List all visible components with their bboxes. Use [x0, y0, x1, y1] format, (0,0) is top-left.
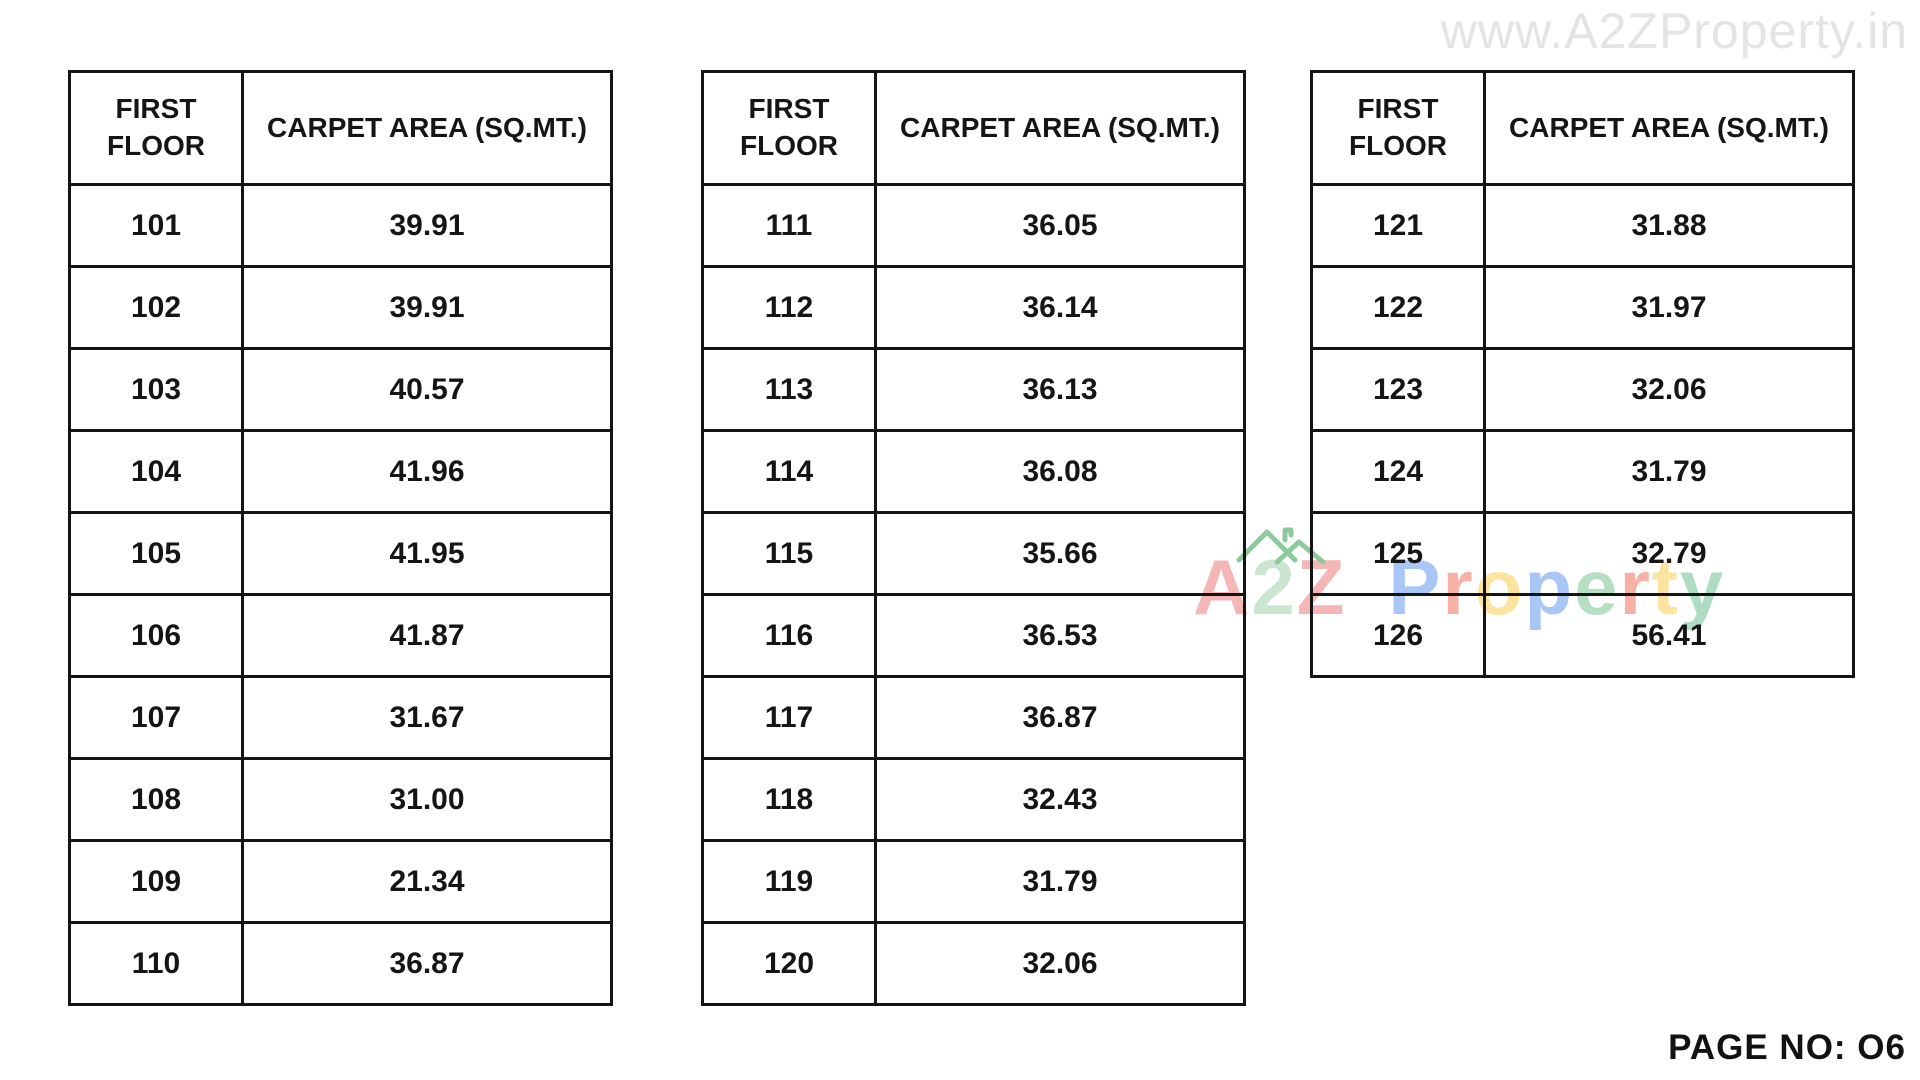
area-cell: 36.14 — [874, 265, 1246, 350]
unit-cell: 118 — [701, 757, 877, 842]
header-row: FIRST FLOOR CARPET AREA (SQ.MT.) — [701, 70, 1246, 186]
table-row: 124 31.79 — [1310, 429, 1855, 514]
unit-cell: 116 — [701, 593, 877, 678]
table-row: 115 35.66 — [701, 511, 1246, 596]
table-row: 101 39.91 — [68, 183, 613, 268]
table-row: 125 32.79 — [1310, 511, 1855, 596]
floor-table-2: FIRST FLOOR CARPET AREA (SQ.MT.) 111 36.05 1… — [701, 70, 1246, 1006]
unit-cell: 113 — [701, 347, 877, 432]
area-cell: 31.88 — [1483, 183, 1855, 268]
table-row: 119 31.79 — [701, 839, 1246, 924]
unit-cell: 121 — [1310, 183, 1486, 268]
table-row: 123 32.06 — [1310, 347, 1855, 432]
area-cell: 39.91 — [241, 265, 613, 350]
floor-table-3: FIRST FLOOR CARPET AREA (SQ.MT.) 121 31.88 1… — [1310, 70, 1855, 678]
area-cell: 32.43 — [874, 757, 1246, 842]
area-cell: 56.41 — [1483, 593, 1855, 678]
area-cell: 31.00 — [241, 757, 613, 842]
area-header-cell: CARPET AREA (SQ.MT.) — [241, 70, 613, 186]
unit-cell: 108 — [68, 757, 244, 842]
unit-cell: 114 — [701, 429, 877, 514]
table-row: 118 32.43 — [701, 757, 1246, 842]
unit-cell: 101 — [68, 183, 244, 268]
area-header-cell: CARPET AREA (SQ.MT.) — [1483, 70, 1855, 186]
brand-letter: 2 — [1236, 527, 1326, 626]
table-row: 122 31.97 — [1310, 265, 1855, 350]
table-row: 126 56.41 — [1310, 593, 1855, 678]
table-row: 120 32.06 — [701, 921, 1246, 1006]
area-cell: 32.06 — [1483, 347, 1855, 432]
area-cell: 31.79 — [1483, 429, 1855, 514]
table-row: 103 40.57 — [68, 347, 613, 432]
table-row: 117 36.87 — [701, 675, 1246, 760]
header-row: FIRST FLOOR CARPET AREA (SQ.MT.) — [1310, 70, 1855, 186]
table-row: 110 36.87 — [68, 921, 613, 1006]
area-cell: 36.05 — [874, 183, 1246, 268]
area-cell: 32.79 — [1483, 511, 1855, 596]
floor-table-1: FIRST FLOOR CARPET AREA (SQ.MT.) 101 39.91 1… — [68, 70, 613, 1006]
area-cell: 32.06 — [874, 921, 1246, 1006]
table-row: 108 31.00 — [68, 757, 613, 842]
unit-cell: 109 — [68, 839, 244, 924]
unit-cell: 104 — [68, 429, 244, 514]
area-cell: 39.91 — [241, 183, 613, 268]
area-cell: 31.79 — [874, 839, 1246, 924]
table-row: 109 21.34 — [68, 839, 613, 924]
area-cell: 36.08 — [874, 429, 1246, 514]
area-cell: 36.53 — [874, 593, 1246, 678]
area-header-cell: CARPET AREA (SQ.MT.) — [874, 70, 1246, 186]
area-cell: 36.13 — [874, 347, 1246, 432]
area-cell: 40.57 — [241, 347, 613, 432]
area-cell: 41.87 — [241, 593, 613, 678]
table-row: 116 36.53 — [701, 593, 1246, 678]
unit-cell: 117 — [701, 675, 877, 760]
table-row: 112 36.14 — [701, 265, 1246, 350]
unit-cell: 115 — [701, 511, 877, 596]
tables-row: FIRST FLOOR CARPET AREA (SQ.MT.) 101 39.91 1… — [68, 70, 1855, 1006]
header-row: FIRST FLOOR CARPET AREA (SQ.MT.) — [68, 70, 613, 186]
floor-header-cell: FIRST FLOOR — [68, 70, 244, 186]
table-row: 113 36.13 — [701, 347, 1246, 432]
unit-cell: 110 — [68, 921, 244, 1006]
unit-cell: 125 — [1310, 511, 1486, 596]
table-row: 104 41.96 — [68, 429, 613, 514]
unit-cell: 124 — [1310, 429, 1486, 514]
unit-cell: 102 — [68, 265, 244, 350]
area-cell: 31.67 — [241, 675, 613, 760]
area-cell: 41.95 — [241, 511, 613, 596]
unit-cell: 119 — [701, 839, 877, 924]
table-row: 105 41.95 — [68, 511, 613, 596]
area-cell: 41.96 — [241, 429, 613, 514]
floor-header-cell: FIRST FLOOR — [1310, 70, 1486, 186]
area-cell: 31.97 — [1483, 265, 1855, 350]
table-row: 107 31.67 — [68, 675, 613, 760]
unit-cell: 112 — [701, 265, 877, 350]
unit-cell: 103 — [68, 347, 244, 432]
unit-cell: 105 — [68, 511, 244, 596]
unit-cell: 120 — [701, 921, 877, 1006]
unit-cell: 106 — [68, 593, 244, 678]
area-cell: 36.87 — [874, 675, 1246, 760]
area-cell: 35.66 — [874, 511, 1246, 596]
floor-header-cell: FIRST FLOOR — [701, 70, 877, 186]
table-row: 121 31.88 — [1310, 183, 1855, 268]
table-row: 106 41.87 — [68, 593, 613, 678]
table-row: 102 39.91 — [68, 265, 613, 350]
watermark-url: www.A2ZProperty.in — [1440, 3, 1908, 59]
table-row: 114 36.08 — [701, 429, 1246, 514]
unit-cell: 111 — [701, 183, 877, 268]
unit-cell: 122 — [1310, 265, 1486, 350]
area-cell: 36.87 — [241, 921, 613, 1006]
table-row: 111 36.05 — [701, 183, 1246, 268]
unit-cell: 107 — [68, 675, 244, 760]
area-cell: 21.34 — [241, 839, 613, 924]
unit-cell: 123 — [1310, 347, 1486, 432]
unit-cell: 126 — [1310, 593, 1486, 678]
page-number: PAGE NO: O6 — [1668, 1028, 1906, 1067]
